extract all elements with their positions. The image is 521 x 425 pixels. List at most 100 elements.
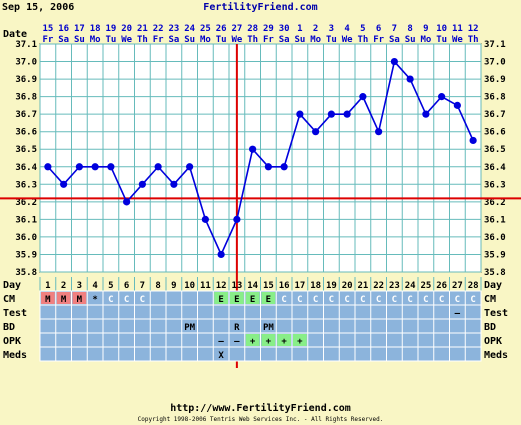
weekday-label: Tu xyxy=(105,35,116,45)
day-number: 10 xyxy=(184,281,195,291)
y-tick-label-right: 36.7 xyxy=(484,110,506,120)
temperature-point xyxy=(359,93,367,101)
day-number: 2 xyxy=(61,281,66,291)
day-number: 20 xyxy=(342,281,353,291)
day-number: 16 xyxy=(279,281,290,291)
cm-value: C xyxy=(376,295,381,305)
bd-row-label-right: BD xyxy=(484,322,496,333)
cm-value: C xyxy=(407,295,412,305)
y-tick-label-right: 36.1 xyxy=(484,215,506,225)
day-number: 3 xyxy=(77,281,82,291)
weekday-label: Tu xyxy=(216,35,227,45)
y-tick-label-left: 36.9 xyxy=(15,75,37,85)
temperature-point xyxy=(249,145,257,153)
temperature-point xyxy=(170,180,178,188)
opk-value: + xyxy=(266,337,272,347)
weekday-label: Mo xyxy=(200,35,211,45)
weekday-label: Su xyxy=(405,35,416,45)
temperature-point xyxy=(312,128,320,136)
y-tick-label-right: 36.0 xyxy=(484,233,506,243)
date-label: 21 xyxy=(137,24,148,34)
y-tick-label-left: 37.1 xyxy=(15,40,37,50)
weekday-label: Th xyxy=(468,35,479,45)
weekday-label: Mo xyxy=(90,35,101,45)
date-label: 27 xyxy=(231,24,242,34)
y-tick-label-left: 36.0 xyxy=(15,233,37,243)
egg-white-cell xyxy=(214,292,228,304)
site-link[interactable]: FertilityFriend.com xyxy=(203,2,318,13)
date-label: 20 xyxy=(121,24,132,34)
weekday-label: Sa xyxy=(58,35,69,45)
weekday-label: We xyxy=(342,35,353,45)
meds-row-label-right: Meds xyxy=(484,350,508,361)
cm-value: C xyxy=(313,295,318,305)
cm-value: * xyxy=(92,295,97,305)
cm-value: E xyxy=(234,295,239,305)
weekday-label: Su xyxy=(294,35,305,45)
date-label: 11 xyxy=(452,24,463,34)
weekday-label: Su xyxy=(74,35,85,45)
day-number: 24 xyxy=(405,281,416,291)
test-row-label-right: Test xyxy=(484,308,508,319)
weekday-label: Su xyxy=(184,35,195,45)
date-label: 10 xyxy=(436,24,447,34)
day-number: 18 xyxy=(310,281,321,291)
temperature-line xyxy=(47,59,474,257)
weekday-label: Th xyxy=(357,35,368,45)
date-label: 2 xyxy=(313,24,318,34)
y-tick-label-right: 36.2 xyxy=(484,198,506,208)
temperature-point xyxy=(453,101,461,109)
date-label: 15 xyxy=(42,24,53,34)
y-tick-label-left: 36.5 xyxy=(15,145,37,155)
y-tick-label-right: 36.6 xyxy=(484,128,506,138)
cm-value: C xyxy=(140,295,145,305)
date-label: 26 xyxy=(216,24,227,34)
y-tick-label-right: 35.9 xyxy=(484,250,506,260)
date-label: 29 xyxy=(263,24,274,34)
day-row-label-right: Day xyxy=(484,280,502,291)
day-number: 12 xyxy=(216,281,227,291)
y-tick-label-right: 36.9 xyxy=(484,75,506,85)
date-label: 1 xyxy=(297,24,302,34)
date-label: 17 xyxy=(74,24,85,34)
weekday-label: Th xyxy=(137,35,148,45)
footer-url[interactable]: http://www.FertilityFriend.com xyxy=(170,403,351,414)
cm-value: M xyxy=(77,295,83,305)
cm-value: C xyxy=(329,295,334,305)
temperature-point xyxy=(264,163,272,171)
day-number: 28 xyxy=(468,281,479,291)
cm-value: C xyxy=(455,295,460,305)
temperature-point xyxy=(406,75,414,83)
date-label: 22 xyxy=(153,24,164,34)
date-label: 28 xyxy=(247,24,258,34)
opk-row-label: OPK xyxy=(3,336,21,347)
bd-value: PM xyxy=(184,323,195,333)
weekday-label: Mo xyxy=(310,35,321,45)
bbt-chart: Date 15 16 17 18 19 20 21 22 23 24 25 26 27 28 29 30 1 2 3 4… xyxy=(0,24,521,368)
bd-value: PM xyxy=(263,323,274,333)
day-number: 6 xyxy=(124,281,129,291)
weekday-label: Sa xyxy=(279,35,290,45)
y-tick-label-right: 36.5 xyxy=(484,145,506,155)
y-tick-label-right: 37.0 xyxy=(484,58,506,68)
y-tick-label-left: 36.7 xyxy=(15,110,37,120)
temperature-point xyxy=(390,57,398,66)
menses-cell xyxy=(72,292,87,304)
y-tick-label-left: 36.6 xyxy=(15,128,37,138)
y-tick-label-right: 36.3 xyxy=(484,180,506,190)
cm-value: M xyxy=(61,295,67,305)
temperature-point xyxy=(186,163,194,171)
opk-positive-cell xyxy=(293,334,307,346)
weekday-label: Fr xyxy=(153,35,164,45)
weekday-label: Tu xyxy=(436,35,447,45)
opk-positive-cell xyxy=(261,334,276,346)
cm-value: E xyxy=(266,295,271,305)
temperature-point xyxy=(107,163,115,171)
temperature-point xyxy=(469,136,477,145)
y-tick-label-left: 35.9 xyxy=(15,250,37,260)
cm-value: C xyxy=(281,295,286,305)
day-number: 11 xyxy=(200,281,211,291)
weekday-label: Fr xyxy=(42,35,53,45)
y-tick-label-right: 37.1 xyxy=(484,40,506,50)
cm-value: C xyxy=(124,295,129,305)
